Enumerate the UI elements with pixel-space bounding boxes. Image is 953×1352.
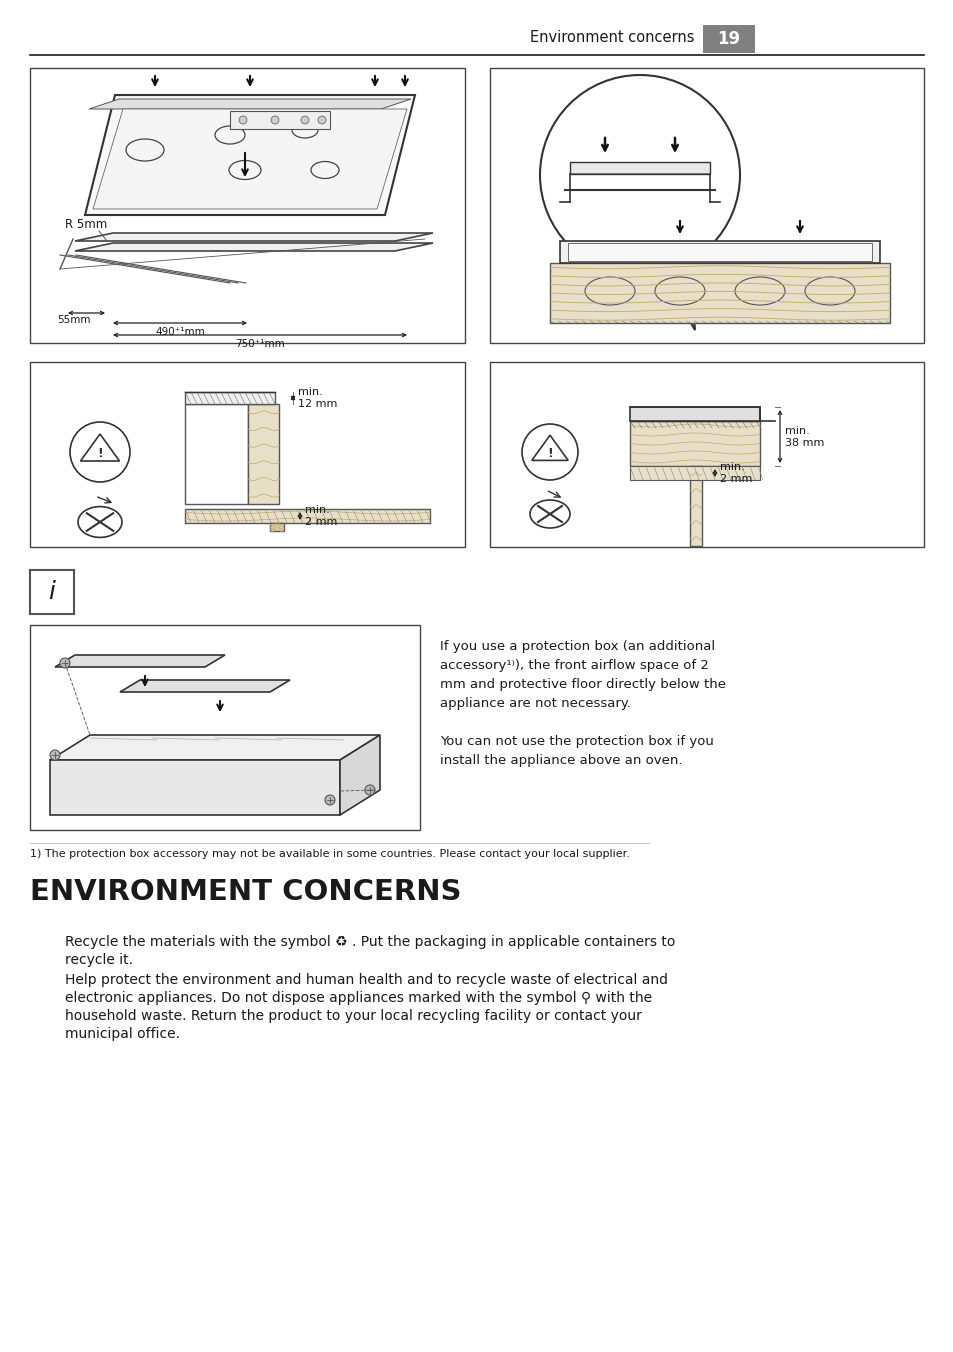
Circle shape: [301, 116, 309, 124]
Text: If you use a protection box (an additional: If you use a protection box (an addition…: [439, 639, 715, 653]
Polygon shape: [92, 110, 407, 210]
Bar: [559, 241, 879, 264]
Bar: [185, 404, 248, 504]
Polygon shape: [89, 99, 411, 110]
Text: i: i: [49, 580, 55, 604]
Polygon shape: [339, 735, 379, 815]
Bar: [230, 111, 330, 128]
Polygon shape: [120, 680, 290, 692]
Polygon shape: [55, 654, 225, 667]
Bar: [185, 392, 274, 404]
Polygon shape: [75, 233, 433, 241]
Text: accessory¹⁾), the front airflow space of 2: accessory¹⁾), the front airflow space of…: [439, 658, 708, 672]
Text: appliance are not necessary.: appliance are not necessary.: [439, 698, 630, 710]
Bar: [629, 407, 760, 420]
Text: !: !: [97, 448, 103, 460]
Text: ENVIRONMENT CONCERNS: ENVIRONMENT CONCERNS: [30, 877, 461, 906]
Text: 1) The protection box accessory may not be available in some countries. Please c: 1) The protection box accessory may not …: [30, 849, 629, 859]
Circle shape: [50, 750, 60, 760]
Text: !: !: [547, 448, 553, 460]
Circle shape: [60, 658, 70, 668]
Bar: [490, 68, 923, 343]
Circle shape: [325, 795, 335, 804]
Bar: [185, 508, 430, 523]
Text: 19: 19: [717, 30, 740, 49]
Text: min.
2 mm: min. 2 mm: [305, 506, 337, 527]
Circle shape: [239, 116, 247, 124]
Text: Help protect the environment and human health and to recycle waste of electrical: Help protect the environment and human h…: [65, 973, 667, 987]
Text: Recycle the materials with the symbol ♻ . Put the packaging in applicable contai: Recycle the materials with the symbol ♻ …: [65, 936, 675, 949]
Text: electronic appliances. Do not dispose appliances marked with the symbol ⚲ with t: electronic appliances. Do not dispose ap…: [65, 991, 652, 1005]
Polygon shape: [50, 735, 379, 760]
FancyBboxPatch shape: [30, 571, 74, 614]
Text: mm and protective floor directly below the: mm and protective floor directly below t…: [439, 677, 725, 691]
Bar: [629, 466, 760, 480]
Text: min.
2 mm: min. 2 mm: [720, 462, 752, 484]
Bar: [689, 466, 701, 546]
Bar: [30, 625, 419, 830]
Circle shape: [317, 116, 326, 124]
Text: install the appliance above an oven.: install the appliance above an oven.: [439, 754, 681, 767]
Text: 750⁺¹mm: 750⁺¹mm: [234, 339, 285, 349]
Text: min.
12 mm: min. 12 mm: [297, 387, 337, 408]
Polygon shape: [50, 760, 339, 815]
Bar: [490, 362, 923, 548]
Circle shape: [365, 786, 375, 795]
Bar: [248, 404, 279, 504]
Text: 55mm: 55mm: [57, 315, 91, 324]
Polygon shape: [659, 265, 695, 330]
Text: Environment concerns: Environment concerns: [530, 31, 695, 46]
Bar: [702, 24, 754, 53]
Bar: [30, 362, 464, 548]
Text: min.
38 mm: min. 38 mm: [784, 426, 823, 448]
Text: You can not use the protection box if you: You can not use the protection box if yo…: [439, 735, 713, 748]
Text: household waste. Return the product to your local recycling facility or contact : household waste. Return the product to y…: [65, 1009, 641, 1023]
Bar: [629, 420, 760, 466]
Text: R 5mm: R 5mm: [65, 218, 107, 231]
Text: recycle it.: recycle it.: [65, 953, 132, 967]
Bar: [550, 264, 889, 323]
Circle shape: [271, 116, 278, 124]
Text: municipal office.: municipal office.: [65, 1028, 180, 1041]
Bar: [569, 162, 709, 174]
Polygon shape: [75, 243, 433, 251]
Bar: [270, 523, 284, 531]
Polygon shape: [85, 95, 415, 215]
Bar: [567, 243, 871, 261]
Text: 490⁺¹mm: 490⁺¹mm: [155, 327, 205, 337]
Bar: [30, 68, 464, 343]
